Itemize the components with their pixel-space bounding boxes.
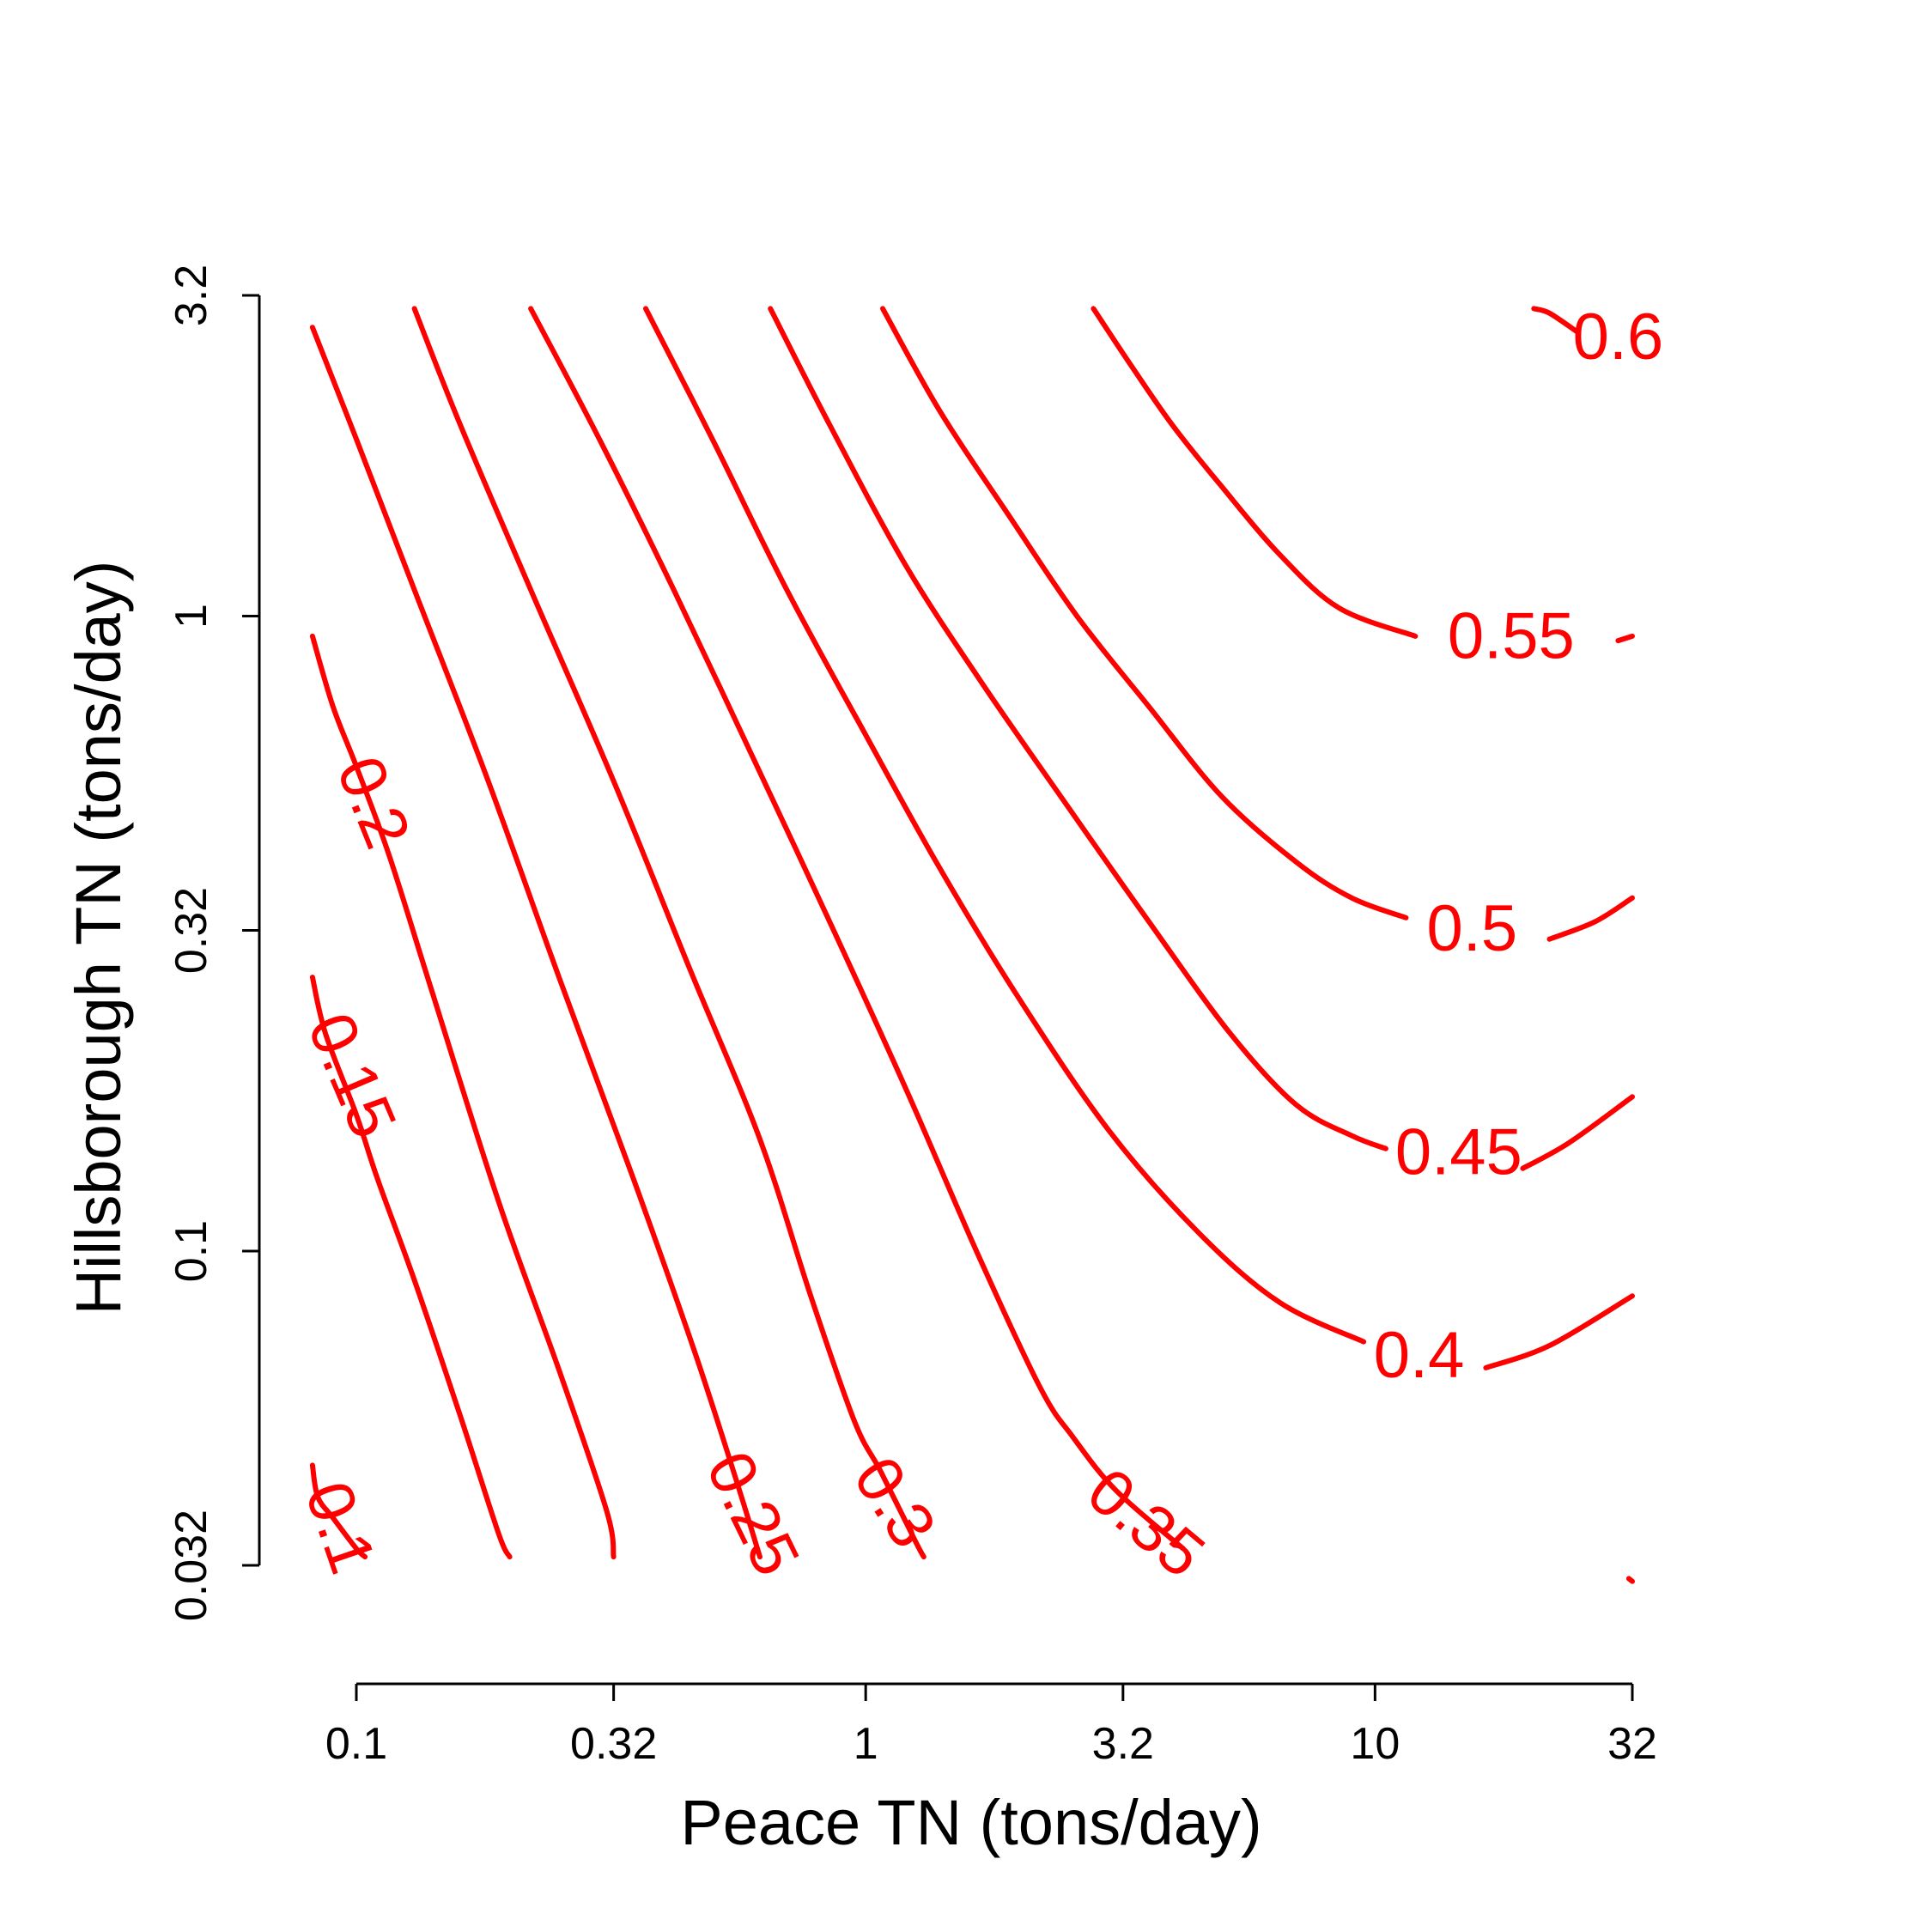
contour-line-0-4 (643, 306, 1367, 1345)
contour-label-0-15: 0.15 (294, 1003, 410, 1148)
contour-line-0-6 (1531, 306, 1581, 335)
contour-label-0-4: 0.4 (1374, 1319, 1465, 1392)
contour-line-0-45 (768, 306, 1388, 1151)
contour-line-0-55 (1091, 306, 1419, 639)
contour-lines (309, 306, 1635, 1584)
contour-label-0-45: 0.45 (1395, 1116, 1522, 1189)
y-axis-title: Hillsborough TN (tons/day) (63, 561, 134, 1315)
contour-label-0-25: 0.25 (692, 1441, 813, 1587)
y-tick-label-0-32: 0.32 (167, 887, 216, 974)
contour-line-0-3 (411, 306, 927, 1560)
x-axis: 0.1 0.32 1 3.2 10 32 (325, 1682, 1657, 1769)
contour-line-0-5-segment-1 (1546, 895, 1635, 942)
contour-line-0-5 (880, 306, 1409, 920)
contour-label-0-3: 0.3 (839, 1444, 950, 1560)
contour-label-0-35: 0.35 (1074, 1455, 1218, 1592)
y-tick-label-0-1: 0.1 (167, 1220, 216, 1282)
y-tick-label-1: 1 (167, 604, 216, 629)
y-tick-label-3-2: 3.2 (167, 264, 216, 326)
x-tick-label-3-2: 3.2 (1092, 1719, 1154, 1769)
contour-labels: 0.1 0.15 0.2 0.25 0.3 0.35 0.4 0.45 0.5 0.55 0.6 (291, 301, 1663, 1592)
contour-label-0-5: 0.5 (1426, 892, 1517, 965)
x-tick-label-10: 10 (1350, 1719, 1400, 1769)
contour-label-0-2: 0.2 (323, 746, 424, 858)
contour-line-0-45-segment-2 (1520, 1094, 1635, 1171)
y-axis: 0.032 0.1 0.32 1 3.2 (167, 264, 261, 1621)
y-tick-label-0-032: 0.032 (167, 1510, 216, 1621)
x-axis-title: Peace TN (tons/day) (680, 1787, 1261, 1858)
contour-line-0-25 (309, 325, 762, 1560)
contour-line-0-15 (309, 975, 513, 1560)
contour-line-0-4-segment-3 (1483, 1293, 1635, 1370)
contour-line-0-35-segment-4 (1625, 1576, 1635, 1584)
contour-line-0-2 (309, 633, 617, 1560)
contour-line-0-6-segment-0 (1615, 633, 1635, 644)
contour-label-0-55: 0.55 (1448, 599, 1575, 672)
contour-line-0-35 (528, 306, 1186, 1552)
contour-label-0-6: 0.6 (1573, 301, 1664, 374)
contour-line-0-1 (309, 1462, 368, 1560)
contour-label-0-1: 0.1 (291, 1473, 390, 1583)
x-tick-label-32: 32 (1607, 1719, 1657, 1769)
x-tick-label-0-1: 0.1 (325, 1719, 387, 1769)
x-tick-label-0-32: 0.32 (570, 1719, 657, 1769)
x-tick-label-1: 1 (854, 1719, 878, 1769)
